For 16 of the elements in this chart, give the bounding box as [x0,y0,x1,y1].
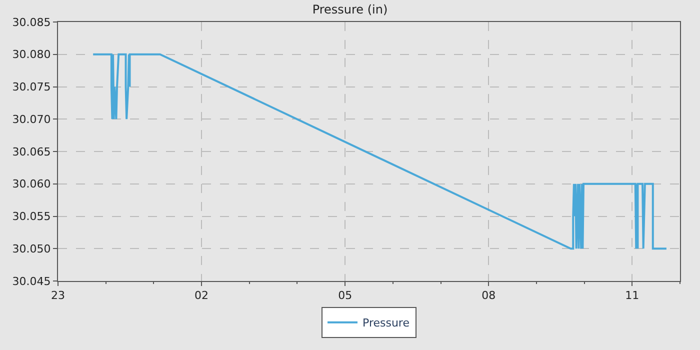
legend-label: Pressure [362,316,410,330]
x-tick-label: 02 [194,289,209,302]
x-tick-label: 05 [338,289,352,302]
y-tick-label: 30.070 [12,112,51,126]
y-tick-label: 30.055 [12,210,51,224]
y-tick-label: 30.050 [12,242,51,256]
y-tick-label: 30.085 [12,16,51,29]
y-tick-label: 30.080 [12,48,51,62]
x-tick-label: 11 [625,289,640,302]
y-tick-label: 30.065 [12,145,51,158]
y-tick-label: 30.060 [12,178,51,191]
y-tick-label: 30.045 [12,274,51,288]
x-tick-label: 08 [482,289,496,302]
x-tick-label: 23 [51,289,65,302]
y-tick-label: 30.075 [12,80,51,94]
chart-title: Pressure (in) [312,2,388,17]
